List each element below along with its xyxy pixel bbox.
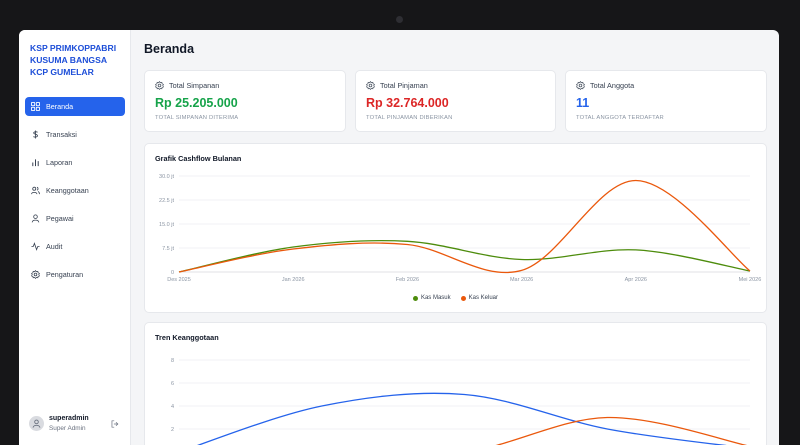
sidebar-item-keanggotaan[interactable]: Keanggotaan	[25, 181, 125, 200]
series-line-kas-keluar[interactable]	[178, 179, 751, 274]
y-tick-label: 22.5 jt	[159, 198, 174, 204]
bar-chart-icon	[31, 158, 40, 167]
x-tick-label: Mar 2026	[510, 277, 533, 283]
stat-value: Rp 32.764.000	[366, 96, 449, 110]
stat-label: Total Anggota	[590, 81, 635, 90]
legend-label: Kas Masuk	[420, 295, 451, 301]
sidebar-item-label: Keanggotaan	[46, 186, 89, 195]
chart-title: Grafik Cashflow Bulanan	[155, 154, 242, 163]
gear-icon	[155, 81, 164, 90]
stat-card-anggota: Total Anggota 11 TOTAL ANGGOTA TERDAFTAR	[565, 70, 767, 132]
stat-subtitle: TOTAL SIMPANAN DITERIMA	[155, 115, 239, 121]
y-tick-label: 0	[171, 270, 174, 276]
y-tick-label: 15.0 jt	[159, 222, 174, 228]
stat-subtitle: TOTAL ANGGOTA TERDAFTAR	[576, 115, 664, 121]
chart-title: Tren Keanggotaan	[155, 333, 219, 342]
sidebar-item-label: Pegawai	[46, 214, 74, 223]
main-content: Beranda Total Simpanan Rp 25.205.000 TOT…	[130, 30, 779, 445]
camera-dot	[396, 16, 403, 23]
dashboard-icon	[31, 102, 40, 111]
legend-swatch	[460, 295, 466, 301]
sidebar-item-laporan[interactable]: Laporan	[25, 153, 125, 172]
user-name: superadmin	[49, 415, 89, 422]
legend-item-kas-keluar[interactable]: Kas Keluar	[460, 295, 499, 301]
sidebar-item-transaksi[interactable]: Transaksi	[25, 125, 125, 144]
sidebar-item-label: Audit	[46, 242, 63, 251]
legend-swatch	[412, 295, 418, 301]
legend-item-kas-masuk[interactable]: Kas Masuk	[412, 295, 451, 301]
users-icon	[31, 186, 40, 195]
y-tick-label: 30.0 jt	[159, 174, 174, 180]
stat-label: Total Pinjaman	[380, 81, 428, 90]
sidebar-item-label: Beranda	[46, 102, 74, 111]
activity-icon	[31, 242, 40, 251]
membership-chart-card: Tren Keanggotaan 2 4 6 8	[144, 322, 767, 445]
cashflow-chart: 0 7.5 jt 15.0 jt 22.5 jt 30.0 jt Des 2025 Jan …	[159, 174, 762, 283]
sidebar-nav: Beranda Transaksi Laporan Keanggotaan	[25, 97, 125, 293]
y-tick-label: 7.5 jt	[162, 246, 174, 252]
chart-legend: Kas Masuk Kas Keluar	[145, 295, 766, 301]
gear-icon	[366, 81, 375, 90]
sidebar-item-label: Laporan	[46, 158, 73, 167]
y-tick-label: 4	[171, 404, 174, 410]
cashflow-chart-card: Grafik Cashflow Bulanan 0 7.5 jt 15.0 jt 22…	[144, 143, 767, 313]
user-icon	[31, 214, 40, 223]
stat-card-simpanan: Total Simpanan Rp 25.205.000 TOTAL SIMPA…	[144, 70, 346, 132]
sidebar: KSP PRIMKOPPABRI KUSUMA BANGSA KCP GUMEL…	[19, 30, 131, 445]
page-title: Beranda	[144, 42, 195, 56]
series-line-1[interactable]	[179, 392, 750, 445]
stat-label: Total Simpanan	[169, 81, 220, 90]
brand-title: KSP PRIMKOPPABRI KUSUMA BANGSA KCP GUMEL…	[30, 43, 117, 77]
logout-icon[interactable]	[111, 420, 119, 428]
y-tick-label: 2	[171, 427, 174, 433]
dollar-icon	[31, 130, 40, 139]
gear-icon	[576, 81, 585, 90]
sidebar-item-label: Transaksi	[46, 130, 77, 139]
stat-card-pinjaman: Total Pinjaman Rp 32.764.000 TOTAL PINJA…	[355, 70, 556, 132]
y-tick-label: 6	[171, 381, 174, 387]
x-tick-label: Feb 2026	[396, 277, 419, 283]
x-tick-label: Jan 2026	[282, 277, 305, 283]
y-tick-label: 8	[171, 358, 174, 364]
sidebar-item-pegawai[interactable]: Pegawai	[25, 209, 125, 228]
sidebar-item-label: Pengaturan	[46, 270, 84, 279]
series-line-kas-masuk[interactable]	[178, 239, 751, 273]
gear-icon	[31, 270, 40, 279]
stat-value: 11	[576, 96, 590, 110]
sidebar-item-pengaturan[interactable]: Pengaturan	[25, 265, 125, 284]
stat-subtitle: TOTAL PINJAMAN DIBERIKAN	[366, 115, 453, 121]
user-panel: superadmin Super Admin	[29, 414, 125, 436]
avatar-user-icon	[32, 419, 41, 428]
stat-value: Rp 25.205.000	[155, 96, 238, 110]
x-tick-label: Des 2025	[167, 277, 191, 283]
membership-chart: 2 4 6 8	[171, 358, 750, 445]
sidebar-item-audit[interactable]: Audit	[25, 237, 125, 256]
x-tick-label: Apr 2026	[625, 277, 647, 283]
legend-label: Kas Keluar	[468, 295, 499, 301]
user-role: Super Admin	[49, 425, 86, 432]
avatar	[29, 416, 44, 431]
x-tick-label: Mei 2026	[739, 277, 762, 283]
series-line-2[interactable]	[179, 416, 750, 445]
app-screen: KSP PRIMKOPPABRI KUSUMA BANGSA KCP GUMEL…	[19, 30, 779, 445]
sidebar-item-beranda[interactable]: Beranda	[25, 97, 125, 116]
